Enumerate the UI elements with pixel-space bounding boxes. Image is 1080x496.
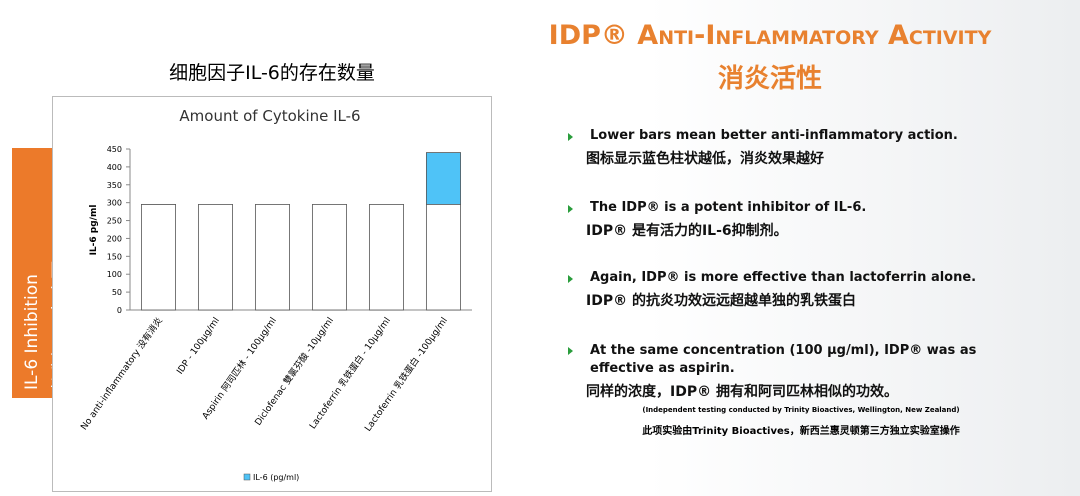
chart: Amount of Cytokine IL-6 IL-6 pg/ml 0 50 10… [52, 96, 492, 492]
legend-label: IL-6 (pg/ml) [253, 473, 299, 482]
bullet-zh: 图标显示蓝色柱状越低，消炎效果越好 [586, 151, 824, 167]
bullet: The IDP® is a potent inhibitor of IL-6. I… [568, 200, 1034, 240]
bullet-zh: IDP® 是有活力的IL-6抑制剂。 [586, 223, 788, 239]
bullet: Lower bars mean better anti-inflammatory… [568, 128, 1034, 168]
title: IDP® Anti-Inflammatory Activity [548, 20, 992, 51]
note: (Independent testing conducted by Trinit… [642, 406, 960, 414]
bar [425, 204, 461, 311]
bullet-en: Lower bars mean better anti-inflammatory… [568, 128, 1034, 143]
bullet: At the same concentration (100 μg/ml), I… [568, 342, 1034, 401]
y-tick-label: 350 [107, 181, 122, 190]
y-tick-label: 50 [112, 288, 122, 297]
note: 此项实验由Trinity Bioactives，新西兰惠灵顿第三方独立实验室操作 [642, 426, 960, 437]
bullet-en: Again, IDP® is more effective than lacto… [568, 270, 1034, 285]
bullet-en: At the same concentration (100 μg/ml), I… [568, 342, 1034, 378]
x-tick-label: IDP - 100μg/ml [175, 316, 222, 377]
bullet-zh: 同样的浓度，IDP® 拥有和阿司匹林相似的功效。 [586, 384, 898, 400]
y-tick-label: 250 [107, 217, 122, 226]
y-tick-label: 0 [117, 306, 122, 315]
y-tick-label: 100 [107, 270, 122, 279]
bar [254, 204, 290, 311]
y-tick-label: 300 [107, 199, 122, 208]
bullet: Again, IDP® is more effective than lacto… [568, 270, 1034, 310]
y-tick-label: 200 [107, 234, 122, 243]
bar [197, 204, 233, 311]
bar [311, 204, 347, 311]
y-tick-label: 450 [107, 145, 122, 154]
x-tick-label: No anti-inflammatory 没有消炎 [78, 315, 165, 432]
subtitle: 消炎活性 [717, 64, 822, 94]
bullet-zh: IDP® 的抗炎功效远远超越单独的乳铁蛋白 [586, 293, 856, 309]
bullet-en: The IDP® is a potent inhibitor of IL-6. [568, 200, 1034, 215]
bar [141, 204, 177, 311]
bar [368, 204, 404, 311]
chart-heading: 细胞因子IL-6的存在数量 [169, 62, 375, 84]
chart-title: Amount of Cytokine IL-6 [179, 107, 360, 125]
legend-swatch [243, 473, 251, 481]
side-label-en: IL-6 Inhibition [22, 274, 42, 390]
chart-frame [52, 96, 492, 492]
y-tick-label: 150 [107, 252, 122, 261]
y-tick-label: 400 [107, 163, 122, 172]
y-axis-label: IL-6 pg/ml [89, 205, 99, 256]
